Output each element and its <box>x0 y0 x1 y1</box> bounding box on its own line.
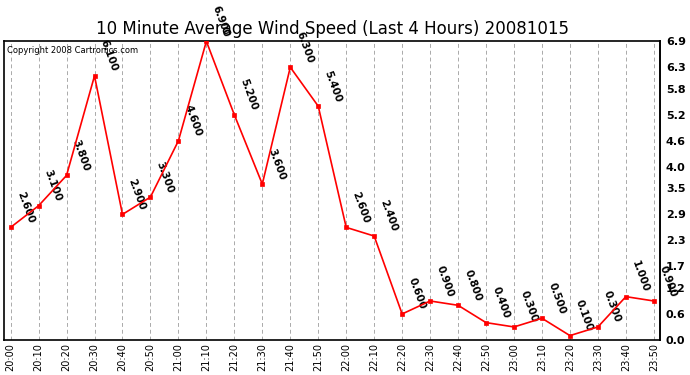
Text: 0.900: 0.900 <box>658 264 679 298</box>
Text: 6.900: 6.900 <box>210 4 231 39</box>
Text: 6.300: 6.300 <box>295 30 315 64</box>
Text: 0.500: 0.500 <box>546 281 566 315</box>
Text: 0.400: 0.400 <box>490 285 511 320</box>
Text: 1.000: 1.000 <box>630 260 651 294</box>
Text: 0.300: 0.300 <box>518 290 539 324</box>
Text: 0.100: 0.100 <box>574 298 595 333</box>
Text: 3.300: 3.300 <box>155 160 175 194</box>
Text: 6.100: 6.100 <box>99 39 119 73</box>
Text: Copyright 2008 Cartronics.com: Copyright 2008 Cartronics.com <box>8 46 139 55</box>
Text: 2.900: 2.900 <box>127 177 147 212</box>
Text: 0.300: 0.300 <box>602 290 623 324</box>
Text: 2.400: 2.400 <box>378 199 399 233</box>
Text: 0.800: 0.800 <box>462 268 483 303</box>
Text: 4.600: 4.600 <box>183 104 204 138</box>
Text: 5.200: 5.200 <box>239 78 259 112</box>
Text: 3.800: 3.800 <box>70 138 91 172</box>
Title: 10 Minute Average Wind Speed (Last 4 Hours) 20081015: 10 Minute Average Wind Speed (Last 4 Hou… <box>96 20 569 38</box>
Text: 5.400: 5.400 <box>322 69 343 104</box>
Text: 0.600: 0.600 <box>406 277 427 311</box>
Text: 0.900: 0.900 <box>434 264 455 298</box>
Text: 2.600: 2.600 <box>351 190 371 225</box>
Text: 3.600: 3.600 <box>266 147 287 182</box>
Text: 3.100: 3.100 <box>43 168 63 203</box>
Text: 2.600: 2.600 <box>14 190 35 225</box>
